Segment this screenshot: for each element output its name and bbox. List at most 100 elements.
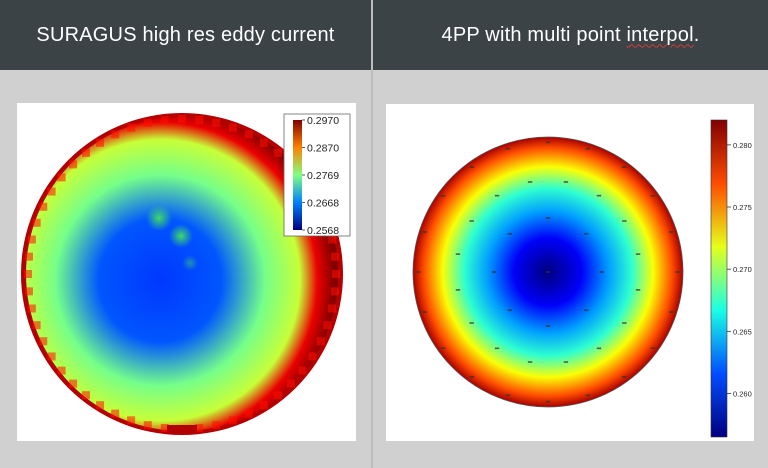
wafer-edge-pixel: [39, 202, 48, 211]
measurement-point: [507, 309, 513, 311]
measurement-point: [621, 376, 627, 378]
right-panel-title: 4PP with multi point interpol.: [442, 24, 700, 47]
measurement-point: [650, 195, 656, 197]
wafer-edge-pixel: [160, 424, 169, 433]
left-panel-header: SURAGUS high res eddy current: [0, 0, 371, 70]
wafer-edge-pixel: [323, 321, 332, 330]
measurement-point: [440, 347, 446, 349]
colorbar-tick-label: 0.2870: [307, 143, 339, 155]
wafer-edge-pixel: [298, 366, 307, 375]
wafer-edge-pixel: [39, 337, 48, 346]
measurement-point: [675, 271, 680, 273]
wafer-edge-pixel: [212, 421, 221, 430]
colorbar-tick-label: 0.280: [733, 141, 752, 150]
measurement-point: [650, 347, 656, 349]
wafer-edge-pixel: [32, 218, 41, 227]
measurement-point: [585, 147, 591, 150]
measurement-point: [469, 220, 474, 222]
measurement-point: [507, 233, 513, 235]
wafer-edge-pixel: [160, 115, 169, 124]
measurement-point: [596, 347, 602, 350]
wafer-edge-pixel: [212, 118, 221, 127]
measurement-point: [527, 181, 533, 183]
wafer-edge-pixel: [332, 270, 340, 278]
wafer-edge-pixel: [331, 252, 340, 261]
wafer-edge-pixel: [228, 123, 237, 132]
wafer-edge-pixel: [308, 352, 317, 361]
colorbar-tick-label: 0.260: [733, 389, 752, 398]
wafer-edge-pixel: [69, 379, 78, 388]
wafer-edge-pixel: [143, 421, 152, 430]
measurement-point: [583, 309, 589, 311]
measurement-point: [669, 311, 674, 313]
wafer-edge-pixel: [57, 366, 66, 375]
left-panel-title: SURAGUS high res eddy current: [36, 23, 335, 46]
measurement-point: [583, 233, 589, 235]
wafer-edge-pixel: [57, 173, 66, 182]
wafer-edge-pixel: [111, 130, 120, 139]
suragus-wafer-map: 0.2970 0.2870 0.2769 0.2668 0.2568: [21, 113, 351, 435]
wafer-map-surface: [26, 117, 338, 431]
measurement-point: [440, 195, 446, 197]
measurement-point: [622, 220, 627, 222]
measurement-point: [469, 322, 474, 324]
measurement-point: [596, 194, 602, 197]
measurement-point: [545, 141, 551, 144]
colorbar-tick-label: 0.2970: [307, 115, 339, 127]
wafer-edge-pixel: [81, 391, 90, 400]
measurement-point: [545, 325, 551, 327]
wafer-edge-pixel: [81, 148, 90, 157]
wafer-edge-pixel: [331, 287, 340, 296]
measurement-point: [635, 289, 641, 291]
measurement-point: [416, 271, 421, 273]
right-panel-header: 4PP with multi point interpol.: [373, 0, 768, 70]
wafer-edge-pixel: [178, 115, 186, 123]
wafer-edge-pixel: [96, 401, 105, 410]
wafer-edge-pixel: [24, 252, 33, 261]
measurement-point: [599, 271, 605, 273]
measurement-point: [455, 289, 461, 291]
wafer-edge-pixel: [259, 401, 268, 410]
wafer-edge-pixel: [316, 337, 325, 346]
measurement-point: [545, 217, 551, 219]
right-title-spellword: interpol: [626, 23, 694, 46]
wafer-edge-pixel: [195, 115, 204, 124]
colorbar-tick-label: 0.2568: [307, 225, 339, 237]
colorbar-tick-label: 0.265: [733, 327, 752, 336]
wafer-edge-pixel: [24, 270, 32, 278]
measurement-point: [622, 322, 627, 324]
measurement-point: [527, 361, 533, 363]
measurement-point: [455, 253, 461, 255]
wafer-edge-pixel: [69, 160, 78, 169]
measurement-point: [505, 394, 511, 397]
measurement-point: [563, 181, 569, 183]
measurement-point: [635, 253, 641, 255]
colorbar-gradient: [710, 119, 728, 438]
colorbar-tick-label: 0.275: [733, 203, 752, 212]
wafer-edge-pixel: [244, 130, 253, 139]
measurement-point: [494, 194, 500, 197]
colorbar-tick-label: 0.270: [733, 265, 752, 274]
colorbar-tick-label: 0.2769: [307, 170, 339, 182]
wafer-edge-pixel: [47, 187, 56, 196]
wafer-edge-pixel: [143, 118, 152, 127]
measurement-point: [585, 394, 591, 397]
fourpp-wafer-map: 0.280 0.275 0.270 0.265 0.260: [412, 119, 752, 438]
colorbar-tick-label: 0.2668: [307, 198, 339, 210]
wafer-edge-pixel: [111, 409, 120, 418]
measurement-point: [545, 271, 551, 273]
wafer-edge-pixel: [32, 321, 41, 330]
suragus-chart-panel: 0.2970 0.2870 0.2769 0.2668 0.2568: [17, 103, 356, 441]
measurement-point: [469, 166, 475, 168]
wafer-edge-pixel: [259, 138, 268, 147]
right-title-suffix: .: [693, 23, 700, 46]
wafer-edge-pixel: [47, 352, 56, 361]
wafer-edge-pixel: [195, 424, 204, 433]
wafer-edge-pixel: [274, 391, 283, 400]
measurement-point: [422, 311, 427, 313]
hotspot-blob: [169, 224, 193, 248]
fourpp-chart-panel: 0.280 0.275 0.270 0.265 0.260: [386, 104, 754, 441]
wafer-edge-pixel: [27, 304, 36, 313]
wafer-edge-pixel: [127, 416, 136, 425]
wafer-edge-pixel: [127, 123, 136, 132]
